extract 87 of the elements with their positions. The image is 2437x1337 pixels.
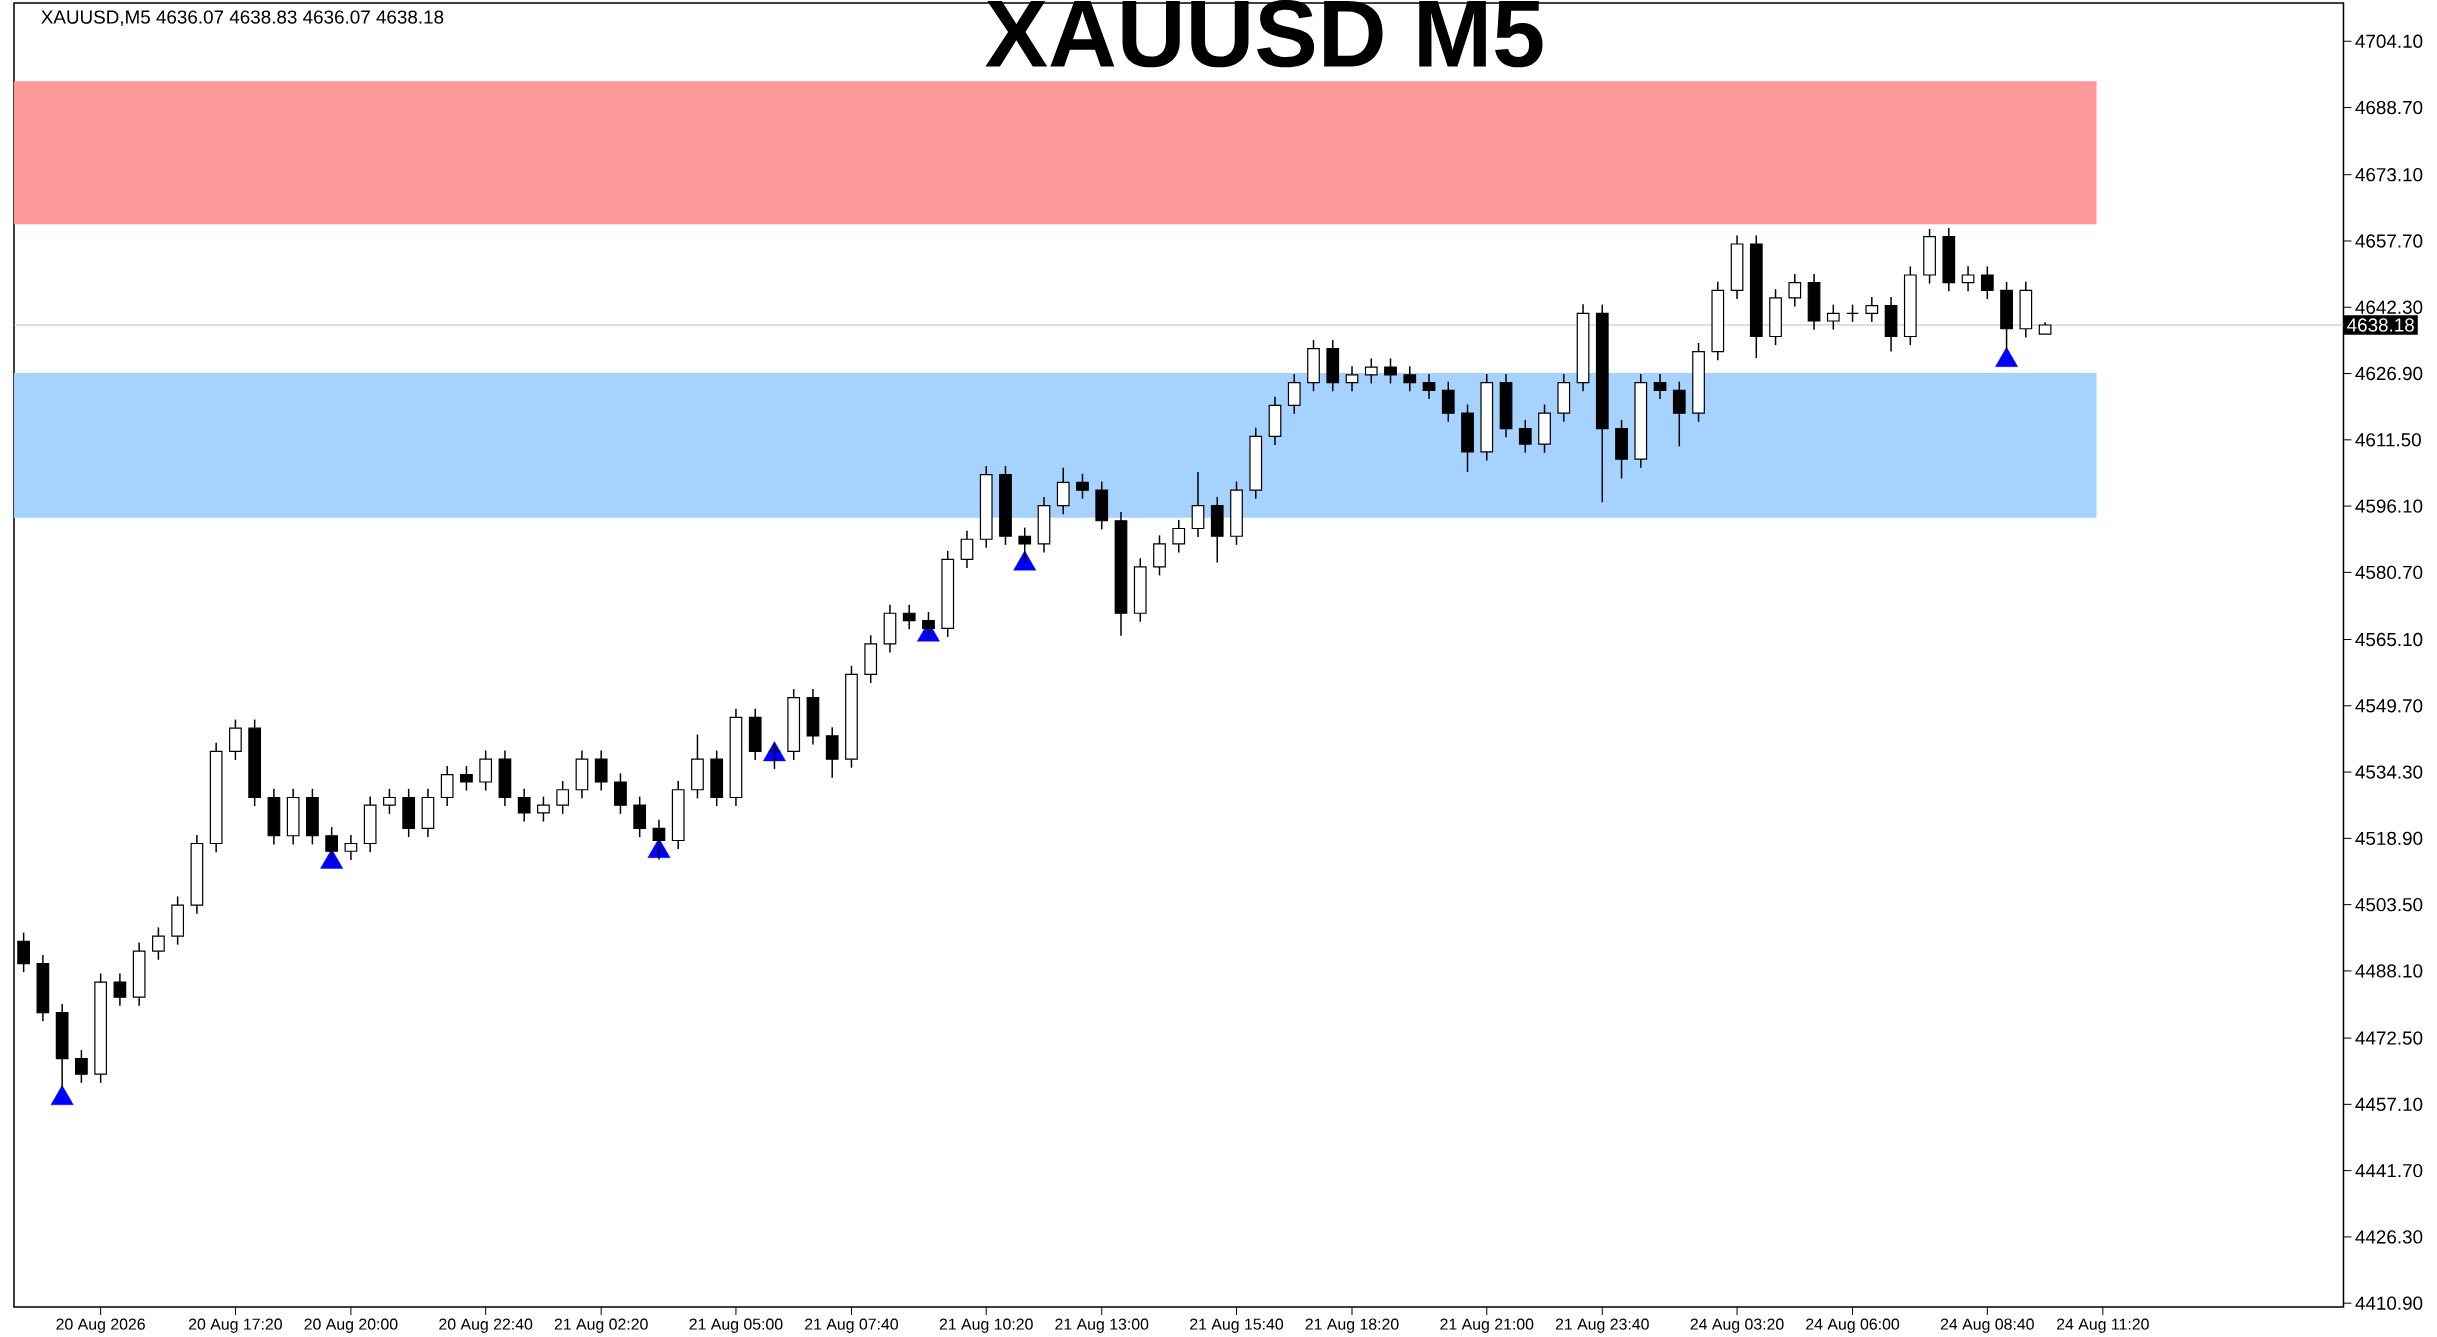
x-tick-label: 24 Aug 08:40	[1940, 1318, 2034, 1333]
y-tick-label: 4457.10	[2355, 1097, 2423, 1112]
candlestick	[17, 931, 31, 973]
candlestick	[652, 819, 666, 861]
candlestick	[229, 718, 242, 761]
candlestick	[1441, 380, 1455, 423]
candlestick	[556, 780, 570, 815]
y-tick-label: 4704.10	[2355, 34, 2423, 48]
candlestick	[594, 749, 608, 792]
x-tick-label: 21 Aug 05:00	[689, 1318, 783, 1333]
x-tick-label: 21 Aug 15:40	[1190, 1318, 1284, 1333]
x-tick-label: 20 Aug 22:40	[439, 1318, 533, 1333]
y-tick-label: 4549.70	[2355, 699, 2423, 713]
x-tick-label: 24 Aug 03:20	[1690, 1318, 1784, 1333]
candlestick	[1980, 265, 1994, 300]
candlestick	[325, 826, 339, 861]
candlestick	[1518, 419, 1532, 454]
y-tick-label: 4441.70	[2355, 1163, 2423, 1178]
y-tick-label: 4410.90	[2355, 1296, 2423, 1310]
candlestick	[960, 529, 974, 569]
x-tick-label: 20 Aug 2026	[56, 1318, 145, 1333]
candlestick	[1076, 473, 1089, 500]
y-tick-label: 4503.50	[2355, 898, 2423, 912]
x-tick-label: 24 Aug 11:20	[2057, 1318, 2149, 1333]
candlestick	[479, 749, 493, 792]
candlestick	[440, 765, 454, 807]
candlestick	[902, 603, 916, 630]
y-tick-label: 4472.50	[2355, 1031, 2423, 1045]
candlestick	[152, 926, 165, 961]
candlestick	[1403, 365, 1417, 392]
candlestick	[1364, 357, 1378, 385]
y-tick-label: 4657.70	[2355, 234, 2423, 248]
x-tick-label: 21 Aug 23:40	[1555, 1318, 1649, 1333]
candlestick	[344, 834, 358, 861]
candlestick	[1153, 534, 1166, 577]
candlestick	[537, 795, 550, 823]
candlestick	[383, 788, 396, 815]
ref-line-label: 4638.18	[2347, 318, 2414, 332]
y-tick-label: 4673.10	[2355, 168, 2423, 182]
annotation: XAUUSD,M5 4636.07 4638.83 4636.07 4638.18	[41, 10, 444, 26]
y-tick-label: 4611.50	[2355, 433, 2421, 447]
candlestick	[1672, 380, 1686, 448]
candlestick	[825, 726, 839, 779]
candlestick	[113, 972, 127, 1007]
candlestick	[517, 788, 531, 823]
point	[1013, 550, 1037, 571]
x-tick-label: 21 Aug 10:20	[939, 1318, 1033, 1333]
x-tick-label: 20 Aug 20:00	[304, 1318, 398, 1333]
x-tick-label: 21 Aug 07:40	[805, 1318, 899, 1333]
y-tick-label: 4688.70	[2355, 100, 2423, 115]
y-tick-label: 4426.30	[2355, 1230, 2423, 1244]
candlestick	[1056, 467, 1070, 516]
candlestick	[1384, 357, 1397, 385]
candlestick	[614, 772, 627, 815]
y-tick-label: 4518.90	[2355, 831, 2423, 846]
x-tick-label: 24 Aug 06:00	[1806, 1318, 1900, 1333]
x-tick-label: 21 Aug 21:00	[1440, 1318, 1534, 1333]
y-tick-label: 4565.10	[2355, 632, 2423, 647]
candlestick	[1287, 373, 1301, 415]
x-tick-label: 21 Aug 02:20	[554, 1318, 648, 1333]
candlestick	[1172, 519, 1186, 554]
candlestick	[1018, 526, 1032, 564]
x-tick-label: 21 Aug 13:00	[1055, 1318, 1149, 1333]
candlestick	[1345, 365, 1359, 392]
y-tick-label: 4534.30	[2355, 765, 2423, 779]
chart-title: XAUUSD M5	[985, 0, 1543, 68]
y-tick-label: 4596.10	[2355, 499, 2423, 513]
y-tick-label: 4626.90	[2355, 366, 2423, 381]
point	[1995, 347, 2018, 367]
candlestick	[922, 611, 935, 638]
point	[50, 1085, 74, 1106]
candlestick	[1865, 296, 1879, 323]
candlestick	[768, 742, 781, 770]
candlestick	[1191, 471, 1205, 538]
candlestick	[633, 795, 647, 838]
y-tick-label: 4488.10	[2355, 964, 2423, 978]
candlestick	[1422, 373, 1436, 400]
candlestick	[1788, 273, 1802, 308]
candlestick	[1826, 303, 1840, 331]
x-tick-label: 21 Aug 18:20	[1305, 1318, 1399, 1333]
candlestick	[460, 765, 473, 792]
y-tick-label: 4580.70	[2355, 565, 2423, 580]
y-tick-label: 4642.30	[2355, 300, 2423, 314]
x-tick-label: 20 Aug 17:20	[188, 1318, 282, 1333]
candlestick	[1653, 373, 1667, 400]
candlestick	[75, 1049, 88, 1084]
candlestick	[1961, 265, 1975, 293]
